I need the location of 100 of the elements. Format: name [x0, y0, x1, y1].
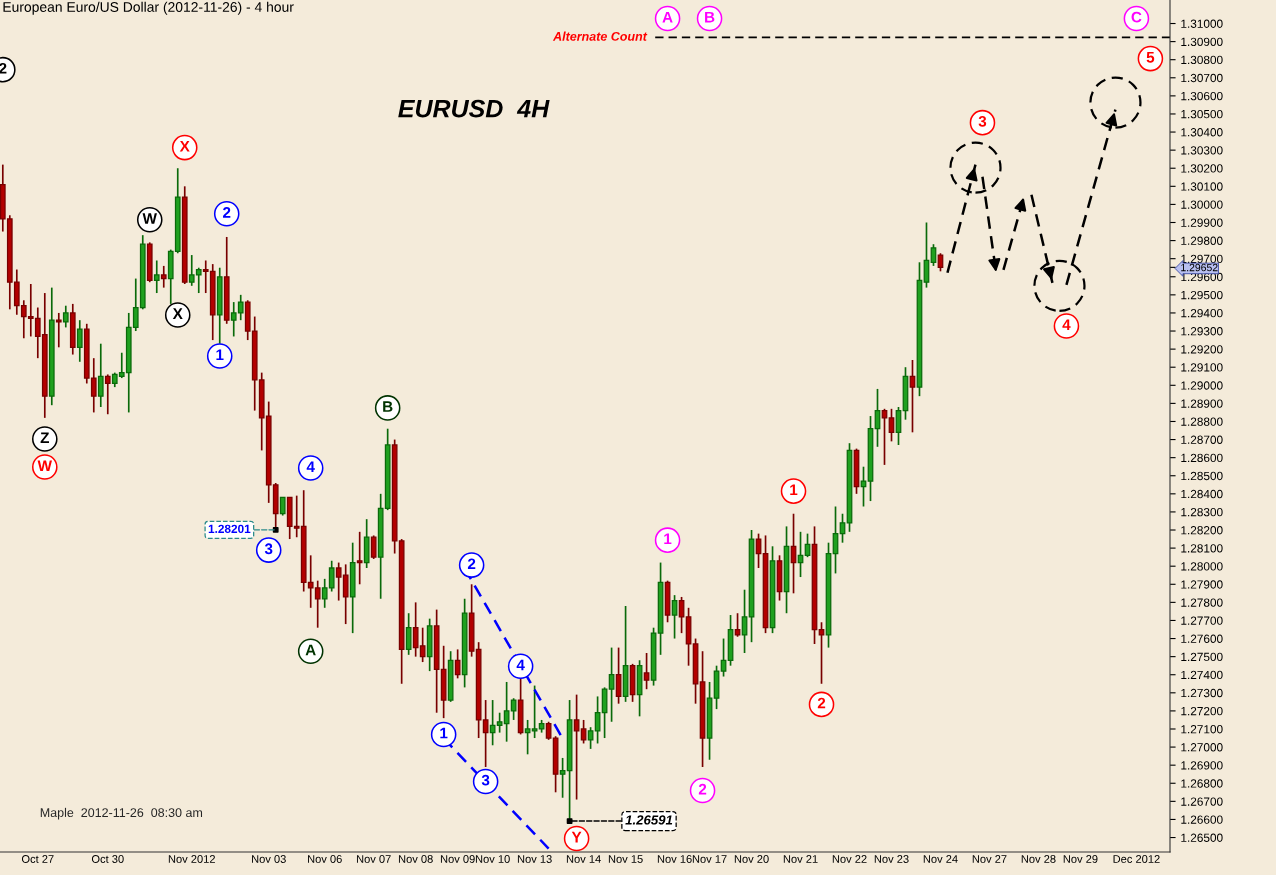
annotation: 3: [978, 115, 987, 127]
annotation: 4: [1062, 319, 1071, 330]
y-tick-label: 1.29652: [1181, 263, 1218, 272]
annotation: 1: [664, 533, 672, 545]
y-tick-label: 1.28200: [1181, 526, 1223, 535]
annotation: Y: [571, 831, 582, 843]
annotation: B: [705, 11, 715, 23]
y-tick-label: 1.27100: [1181, 725, 1223, 734]
annotation: 4: [516, 659, 525, 671]
annotation: 1: [790, 484, 798, 496]
y-tick-label: 1.30500: [1181, 110, 1223, 119]
annotation: 1.26591: [625, 815, 673, 825]
y-tick-label: 1.29500: [1181, 290, 1223, 300]
y-tick-label: 1.26600: [1181, 815, 1223, 824]
x-tick-label: Nov 28: [1021, 855, 1056, 863]
x-tick-label: Nov 23: [874, 855, 909, 863]
x-tick-label: Nov 15: [608, 855, 643, 863]
y-tick-label: 1.26800: [1181, 779, 1223, 788]
y-tick-label: 1.30000: [1181, 200, 1223, 209]
y-tick-label: 1.30700: [1181, 73, 1223, 83]
y-tick-label: 1.27000: [1181, 743, 1223, 752]
annotation: 1: [440, 727, 448, 739]
annotation: 1: [216, 349, 224, 360]
text: EURUSD 4H: [398, 99, 550, 118]
annotation: 5: [1146, 52, 1155, 63]
x-tick-label: Nov 03: [252, 855, 286, 863]
x-tick-label: Nov 27: [972, 855, 1007, 863]
y-tick-label: 1.26900: [1181, 761, 1223, 770]
y-tick-label: 1.29000: [1181, 381, 1223, 390]
annotation: W: [37, 460, 52, 472]
annotation: Z: [40, 432, 50, 443]
x-tick-label: Nov 21: [783, 855, 818, 863]
x-tick-label: Nov 29: [1063, 855, 1098, 863]
annotation: X: [172, 308, 183, 319]
y-tick-label: 1.27800: [1181, 598, 1223, 607]
chart-title: European Euro/US Dollar (2012-11-26) - 4 hour: [3, 1, 294, 15]
x-tick-label: Nov 24: [923, 855, 958, 863]
x-tick-label: Nov 09: [440, 855, 475, 863]
y-tick-label: 1.27400: [1181, 670, 1223, 680]
x-tick-label: Nov 16: [657, 855, 692, 863]
y-tick-label: 1.27700: [1181, 616, 1223, 625]
y-tick-label: 1.29900: [1181, 218, 1223, 227]
y-tick-label: 1.30300: [1181, 146, 1223, 155]
annotation: C: [1131, 11, 1142, 23]
y-tick-label: 1.29700: [1181, 254, 1223, 264]
annotation: 1.28201: [208, 524, 251, 533]
annotation: A: [662, 11, 673, 23]
x-tick-label: Oct 30: [91, 855, 124, 863]
y-tick-label: 1.29300: [1181, 327, 1223, 336]
x-tick-label: Nov 13: [517, 855, 552, 863]
x-tick-label: Nov 20: [734, 855, 769, 863]
y-tick-label: 1.27500: [1181, 652, 1223, 662]
y-tick-label: 1.30400: [1181, 128, 1223, 137]
y-tick-label: 1.27300: [1181, 688, 1223, 698]
y-tick-label: 1.29400: [1181, 308, 1223, 318]
y-tick-label: 1.29100: [1181, 363, 1223, 372]
y-tick-label: 1.30900: [1181, 37, 1223, 46]
x-tick-label: Nov 17: [692, 855, 727, 863]
annotation: A: [305, 644, 316, 656]
y-tick-label: 1.29800: [1181, 236, 1223, 245]
y-tick-label: 1.28900: [1181, 399, 1223, 408]
annotation: W: [142, 213, 157, 224]
x-tick-label: Nov 22: [832, 855, 867, 863]
y-tick-label: 1.30600: [1181, 91, 1223, 101]
x-tick-label: Nov 06: [308, 855, 342, 863]
y-tick-label: 1.28700: [1181, 435, 1223, 444]
y-tick-label: 1.28600: [1181, 453, 1223, 463]
annotation: 3: [481, 774, 490, 786]
y-tick-label: 1.26500: [1181, 833, 1223, 842]
annotation: 2: [467, 558, 476, 570]
y-tick-label: 1.27600: [1181, 634, 1223, 643]
annotation: 2: [0, 62, 7, 74]
y-tick-label: 1.30800: [1181, 55, 1223, 65]
annotation: 2: [698, 783, 707, 795]
x-tick-label: Nov 08: [398, 855, 433, 863]
x-tick-label: Nov 07: [356, 855, 391, 863]
y-tick-label: 1.27900: [1181, 580, 1223, 589]
y-tick-label: 1.28100: [1181, 544, 1223, 553]
annotation: 3: [264, 543, 273, 555]
y-tick-label: 1.28800: [1181, 417, 1223, 426]
y-tick-label: 1.30200: [1181, 164, 1223, 173]
annotation: B: [383, 401, 393, 412]
y-tick-label: 1.31000: [1181, 19, 1223, 28]
annotation: Maple 2012-11-26 08:30 am: [40, 807, 203, 820]
y-tick-label: 1.28500: [1181, 471, 1223, 481]
y-tick-label: 1.28000: [1181, 562, 1223, 571]
x-tick-label: Dec 2012: [1113, 855, 1160, 863]
y-tick-label: 1.27200: [1181, 706, 1223, 716]
y-tick-label: 1.29600: [1181, 272, 1223, 282]
y-tick-label: 1.30100: [1181, 182, 1223, 191]
x-tick-label: Nov 14: [566, 855, 601, 863]
y-tick-label: 1.28300: [1181, 507, 1223, 517]
x-tick-label: Nov 10: [475, 855, 510, 863]
annotation: 2: [817, 697, 826, 709]
x-tick-label: Oct 27: [21, 855, 54, 863]
annotation: 2: [223, 207, 231, 218]
y-tick-label: 1.28400: [1181, 489, 1223, 499]
annotation: 4: [306, 461, 315, 472]
x-tick-label: Nov 2012: [168, 855, 215, 863]
annotation: X: [179, 141, 190, 152]
